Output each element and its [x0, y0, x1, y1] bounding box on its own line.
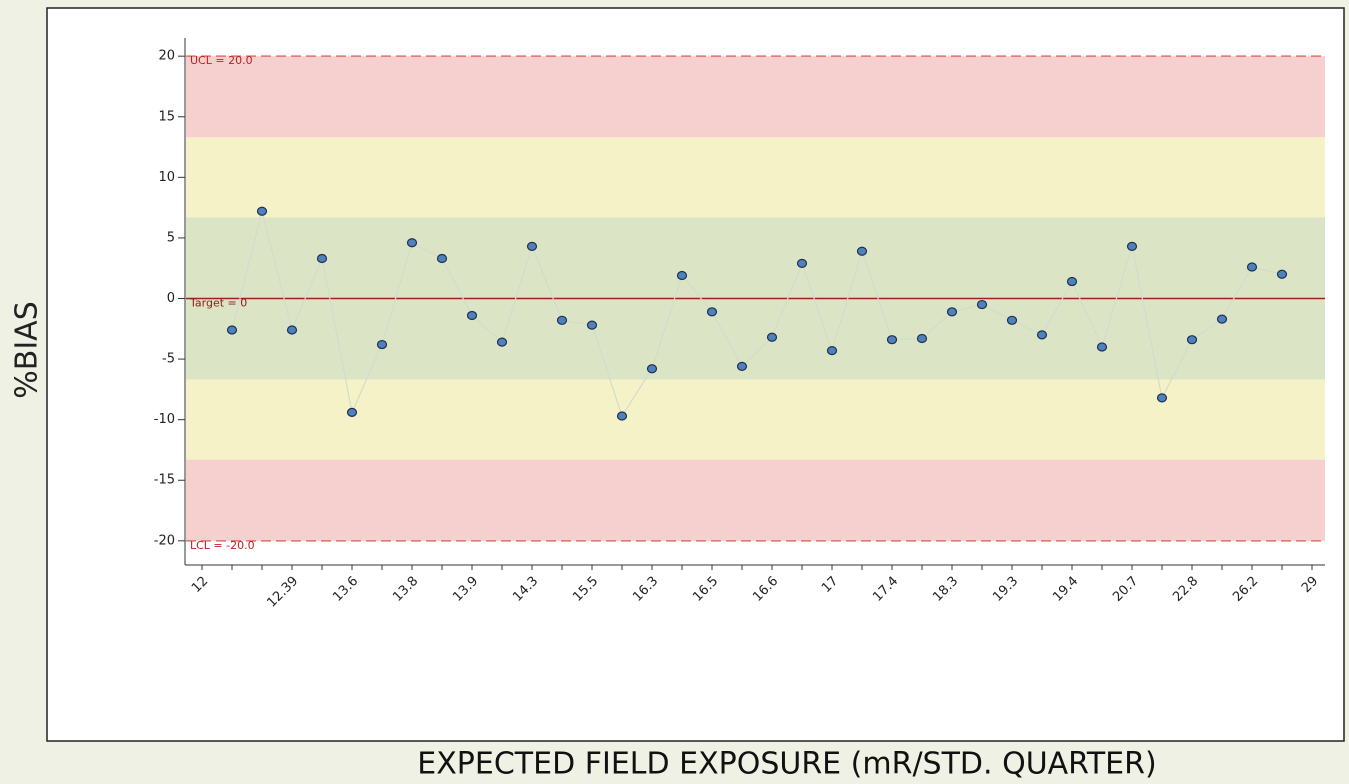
point	[796, 258, 808, 268]
point	[736, 361, 748, 371]
y-tick-label: 20	[158, 49, 175, 64]
point	[586, 320, 598, 330]
point	[1186, 335, 1198, 345]
point	[1276, 269, 1288, 279]
control-line-label: LCL = -20.0	[190, 539, 255, 552]
y-tick-label: -20	[154, 533, 175, 548]
point	[856, 246, 868, 256]
zone	[186, 379, 1325, 460]
series-line	[231, 211, 1283, 418]
point	[376, 339, 388, 350]
point	[1246, 262, 1258, 272]
point	[976, 299, 988, 310]
point	[406, 238, 418, 248]
y-tick-label: -15	[154, 473, 175, 488]
point	[946, 307, 958, 317]
zone	[186, 137, 1325, 218]
y-tick-label: 15	[158, 109, 175, 124]
y-tick-label: -5	[162, 352, 175, 367]
control-line-label: Target = 0	[189, 297, 247, 310]
point	[826, 346, 838, 356]
point	[346, 407, 358, 417]
point	[1126, 241, 1138, 251]
point	[496, 337, 508, 347]
point	[766, 332, 778, 342]
point	[1096, 342, 1108, 352]
point	[1036, 330, 1048, 340]
zone	[186, 459, 1325, 541]
point	[1216, 314, 1228, 324]
y-tick-label: 5	[167, 230, 175, 245]
point	[526, 241, 538, 251]
point	[1066, 276, 1078, 287]
point	[1006, 315, 1018, 325]
y-axis-label: %BIAS	[10, 301, 45, 399]
point	[1156, 393, 1168, 403]
x-axis-label: EXPECTED FIELD EXPOSURE (mR/STD. QUARTER…	[417, 747, 1156, 782]
point	[706, 307, 718, 317]
point	[226, 325, 238, 335]
zone	[186, 56, 1325, 138]
point	[886, 335, 898, 345]
point	[646, 364, 658, 374]
point	[436, 253, 448, 264]
y-tick-label: 10	[158, 170, 175, 185]
point	[916, 333, 928, 344]
point	[256, 206, 268, 216]
point	[466, 310, 478, 321]
point	[676, 270, 688, 281]
y-tick-label: -10	[154, 412, 175, 427]
y-tick-label: 0	[167, 291, 175, 306]
point	[556, 315, 568, 325]
point	[286, 325, 298, 335]
point	[616, 411, 628, 421]
point	[316, 253, 328, 264]
control-line-label: UCL = 20.0	[190, 54, 253, 67]
